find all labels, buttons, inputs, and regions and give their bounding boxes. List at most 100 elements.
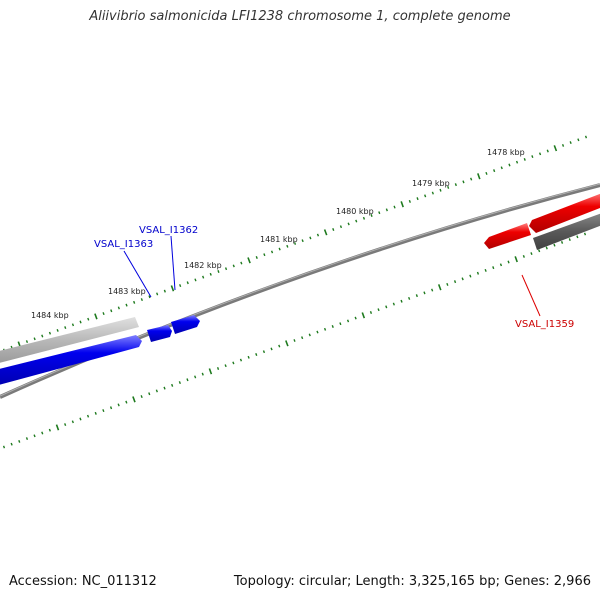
minor-tick bbox=[301, 336, 304, 340]
minor-tick bbox=[323, 327, 327, 331]
minor-tick bbox=[385, 305, 388, 309]
major-tick bbox=[514, 256, 518, 263]
scale-label-1482: 1482 kbp bbox=[184, 261, 222, 270]
gene-reverse-partial-arrow[interactable] bbox=[529, 192, 600, 233]
gene-bar-dark-gray[interactable] bbox=[533, 212, 600, 250]
minor-tick bbox=[431, 288, 434, 292]
leader-line-VSAL_I1363 bbox=[123, 250, 152, 298]
minor-tick bbox=[308, 333, 311, 337]
minor-tick bbox=[232, 264, 235, 268]
gene-label-VSAL_I1362[interactable]: VSAL_I1362 bbox=[139, 225, 198, 236]
major-tick bbox=[285, 340, 289, 347]
minor-tick bbox=[171, 383, 174, 387]
minor-tick bbox=[408, 296, 411, 300]
minor-tick bbox=[64, 326, 67, 330]
minor-tick bbox=[499, 263, 503, 267]
minor-tick bbox=[462, 180, 465, 184]
minor-tick bbox=[523, 157, 526, 161]
minor-tick bbox=[400, 299, 403, 303]
gene-label-VSAL_I1363[interactable]: VSAL_I1363 bbox=[94, 239, 153, 250]
minor-tick bbox=[224, 267, 228, 271]
minor-tick bbox=[239, 358, 243, 362]
gene-label-VSAL_I1359[interactable]: VSAL_I1359 bbox=[515, 319, 574, 330]
minor-tick bbox=[278, 247, 281, 251]
minor-tick bbox=[2, 445, 6, 449]
minor-tick bbox=[217, 270, 220, 273]
minor-tick bbox=[347, 222, 350, 226]
inner-tick-row bbox=[2, 232, 587, 449]
minor-tick bbox=[186, 281, 189, 285]
minor-tick bbox=[48, 428, 51, 432]
minor-tick bbox=[25, 437, 29, 441]
major-tick bbox=[132, 396, 136, 403]
minor-tick bbox=[224, 364, 227, 368]
major-tick bbox=[55, 424, 60, 431]
major-tick bbox=[94, 313, 98, 320]
scale-label-1479: 1479 kbp bbox=[412, 179, 450, 188]
chromosome-backbone-highlight bbox=[0, 183, 600, 397]
minor-tick bbox=[583, 232, 587, 236]
minor-tick bbox=[378, 211, 381, 215]
scale-label-1478: 1478 kbp bbox=[487, 148, 525, 157]
minor-tick bbox=[10, 442, 13, 446]
major-tick bbox=[323, 229, 328, 236]
minor-tick bbox=[64, 423, 67, 427]
minor-tick bbox=[439, 188, 442, 192]
minor-tick bbox=[278, 344, 281, 348]
minor-tick bbox=[461, 277, 464, 281]
minor-tick bbox=[247, 355, 250, 359]
minor-tick bbox=[270, 250, 274, 254]
accession-text: Accession: NC_011312 bbox=[9, 574, 157, 589]
minor-tick bbox=[133, 300, 136, 304]
minor-tick bbox=[377, 308, 380, 312]
major-tick bbox=[437, 284, 442, 291]
minor-tick bbox=[216, 367, 220, 370]
minor-tick bbox=[560, 240, 564, 244]
minor-tick bbox=[301, 239, 304, 243]
minor-tick bbox=[493, 169, 496, 173]
minor-tick bbox=[33, 337, 36, 341]
minor-tick bbox=[255, 256, 258, 259]
minor-tick bbox=[309, 236, 312, 240]
chromosome-backbone bbox=[0, 183, 600, 399]
minor-tick bbox=[87, 317, 90, 321]
minor-tick bbox=[163, 289, 166, 293]
minor-tick bbox=[270, 347, 273, 351]
minor-tick bbox=[545, 246, 548, 250]
minor-tick bbox=[140, 395, 143, 399]
scale-label-1484: 1484 kbp bbox=[31, 311, 69, 320]
minor-tick bbox=[492, 266, 495, 270]
minor-tick bbox=[522, 254, 525, 258]
minor-tick bbox=[286, 244, 289, 248]
gene-VSAL_I1359-arrow[interactable] bbox=[484, 223, 531, 249]
minor-tick bbox=[530, 252, 533, 256]
minor-tick bbox=[331, 325, 334, 328]
minor-tick bbox=[155, 389, 158, 393]
minor-tick bbox=[415, 294, 418, 298]
minor-tick bbox=[393, 205, 396, 209]
minor-tick bbox=[332, 228, 335, 231]
minor-tick bbox=[33, 434, 36, 438]
minor-tick bbox=[500, 166, 503, 170]
minor-tick bbox=[339, 225, 343, 229]
summary-text: Topology: circular; Length: 3,325,165 bp… bbox=[233, 574, 591, 589]
gene-VSAL_I1363-arrow[interactable] bbox=[147, 325, 172, 342]
leader-line-VSAL_I1359 bbox=[521, 274, 541, 317]
gene-bar-light-gray[interactable] bbox=[0, 317, 139, 364]
minor-tick bbox=[355, 219, 358, 223]
minor-tick bbox=[125, 303, 128, 307]
minor-tick bbox=[293, 242, 297, 245]
minor-tick bbox=[125, 400, 128, 404]
minor-tick bbox=[408, 199, 411, 203]
gene-VSAL_I1362-arrow[interactable] bbox=[171, 315, 200, 334]
scale-label-1483: 1483 kbp bbox=[108, 287, 146, 296]
gene-VSAL_I1364-arrow[interactable] bbox=[0, 335, 142, 386]
minor-tick bbox=[71, 323, 75, 327]
minor-tick bbox=[485, 171, 488, 175]
minor-tick bbox=[263, 253, 266, 257]
minor-tick bbox=[447, 185, 450, 189]
minor-tick bbox=[240, 261, 243, 265]
minor-tick bbox=[86, 414, 90, 418]
major-tick bbox=[477, 173, 481, 180]
